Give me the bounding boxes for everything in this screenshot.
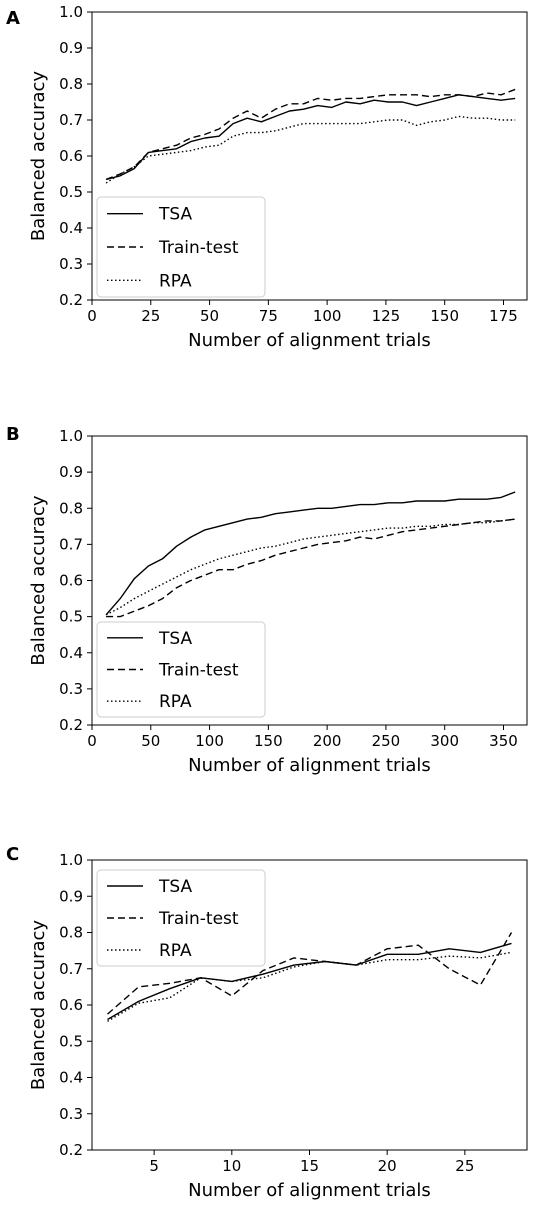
y-axis-label: Balanced accuracy — [28, 495, 49, 665]
x-tick-label: 25 — [141, 307, 160, 325]
y-tick-label: 0.9 — [59, 887, 83, 905]
y-tick-label: 0.2 — [59, 291, 83, 309]
legend: TSA Train-test RPA — [96, 196, 266, 298]
y-tick-label: 0.6 — [59, 147, 83, 165]
x-tick-label: 50 — [200, 307, 219, 325]
x-axis-label: Number of alignment trials — [188, 330, 431, 351]
legend-label: TSA — [158, 205, 192, 225]
x-tick-label: 15 — [300, 1157, 319, 1175]
series-line-rpa — [105, 115, 516, 184]
x-tick-label: 10 — [222, 1157, 241, 1175]
legend-label: Train-test — [158, 238, 239, 258]
legend-box — [96, 869, 266, 967]
series-line-rpa — [105, 518, 516, 616]
plot-frame — [91, 435, 528, 726]
y-tick-label: 0.2 — [59, 1141, 83, 1159]
y-tick-label: 1.0 — [59, 427, 83, 445]
panel-label: B — [6, 424, 20, 445]
y-tick-label: 0.3 — [59, 680, 83, 698]
x-tick-label: 250 — [372, 732, 401, 750]
legend-label: RPA — [159, 692, 192, 712]
legend-label: RPA — [159, 941, 192, 961]
y-tick-label: 0.7 — [59, 535, 83, 553]
series-line-tsa — [105, 491, 516, 616]
x-tick-label: 200 — [313, 732, 342, 750]
x-tick-label: 25 — [455, 1157, 474, 1175]
x-tick-label: 0 — [87, 732, 97, 750]
x-tick-label: 20 — [378, 1157, 397, 1175]
y-axis-label: Balanced accuracy — [28, 71, 49, 241]
x-tick-label: 300 — [430, 732, 459, 750]
y-tick-label: 0.4 — [59, 219, 83, 237]
y-tick-label: 1.0 — [59, 3, 83, 21]
y-tick-label: 0.6 — [59, 996, 83, 1014]
legend-box — [96, 621, 266, 718]
x-tick-label: 150 — [254, 732, 283, 750]
y-tick-label: 0.8 — [59, 75, 83, 93]
x-tick-label: 350 — [489, 732, 518, 750]
y-tick-label: 0.5 — [59, 608, 83, 626]
legend: TSA Train-test RPA — [96, 621, 266, 718]
legend: TSA Train-test RPA — [96, 869, 266, 967]
plot-frame — [91, 859, 528, 1151]
legend-label: TSA — [158, 877, 192, 897]
legend-label: RPA — [159, 271, 192, 291]
x-tick-label: 5 — [149, 1157, 159, 1175]
series-line-train-test — [106, 518, 516, 618]
legend-label: Train-test — [158, 909, 239, 929]
x-tick-label: 0 — [87, 307, 97, 325]
panel-label: C — [6, 844, 19, 865]
chart-panel-c: C 0.2 0.3 0.4 0.5 0.6 0.7 0.8 0.9 1.0 5 10 15 20 25 Num… — [6, 844, 528, 1201]
y-tick-label: 0.3 — [59, 1105, 83, 1123]
y-tick-label: 0.9 — [59, 39, 83, 57]
y-tick-label: 0.2 — [59, 716, 83, 734]
series-line-tsa — [107, 942, 512, 1021]
series-line-train-test — [105, 88, 516, 181]
y-tick-label: 0.7 — [59, 960, 83, 978]
chart-panel-a: A 0.2 0.3 0.4 0.5 0.6 0.7 0.8 0.9 1.0 0 25 50 75 100 12… — [6, 3, 528, 351]
y-tick-label: 0.7 — [59, 111, 83, 129]
y-tick-label: 0.5 — [59, 183, 83, 201]
x-tick-label: 175 — [489, 307, 518, 325]
series-line-train-test — [107, 932, 513, 1015]
x-axis-label: Number of alignment trials — [188, 755, 431, 776]
y-tick-label: 0.8 — [59, 499, 83, 517]
legend-label: Train-test — [158, 661, 239, 681]
chart-panel-b: B 0.2 0.3 0.4 0.5 0.6 0.7 0.8 0.9 1.0 0 50 100 150 200… — [6, 424, 528, 776]
x-tick-label: 125 — [372, 307, 401, 325]
x-axis-label: Number of alignment trials — [188, 1180, 431, 1201]
legend-label: TSA — [158, 629, 192, 649]
series-line-tsa — [105, 94, 516, 181]
x-tick-label: 100 — [313, 307, 342, 325]
y-tick-label: 0.6 — [59, 572, 83, 590]
x-tick-label: 50 — [141, 732, 160, 750]
y-tick-label: 0.4 — [59, 1069, 83, 1087]
x-tick-label: 150 — [430, 307, 459, 325]
y-tick-label: 0.8 — [59, 924, 83, 942]
x-tick-label: 100 — [195, 732, 224, 750]
y-tick-label: 0.4 — [59, 644, 83, 662]
legend-box — [96, 196, 266, 298]
y-axis-label: Balanced accuracy — [28, 920, 49, 1090]
y-tick-label: 1.0 — [59, 851, 83, 869]
x-tick-label: 75 — [259, 307, 278, 325]
y-tick-label: 0.3 — [59, 255, 83, 273]
y-tick-label: 0.5 — [59, 1032, 83, 1050]
plot-frame — [91, 11, 528, 301]
panel-label: A — [6, 8, 20, 29]
y-tick-label: 0.9 — [59, 463, 83, 481]
